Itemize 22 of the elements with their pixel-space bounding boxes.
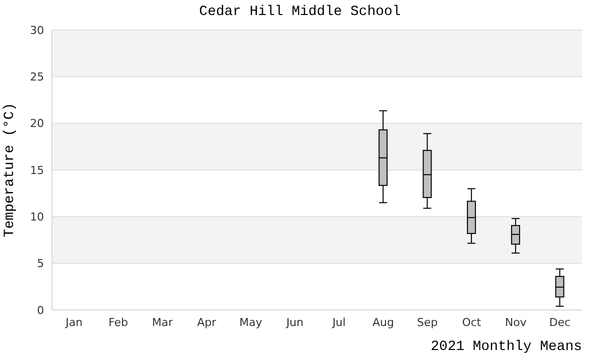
y-tick-label: 15 xyxy=(30,164,44,177)
x-tick-label: May xyxy=(239,316,263,329)
y-axis-title: Temperature (°C) xyxy=(2,102,18,238)
y-tick-label: 0 xyxy=(37,304,44,317)
x-tick-label: Dec xyxy=(549,316,571,329)
x-tick-label: Apr xyxy=(197,316,217,329)
y-tick-label: 30 xyxy=(30,24,44,37)
x-tick-label: Jun xyxy=(285,316,304,329)
x-tick-label: Aug xyxy=(372,316,394,329)
x-tick-label: Oct xyxy=(462,316,482,329)
x-tick-label: Feb xyxy=(108,316,128,329)
x-tick-label: Nov xyxy=(505,316,527,329)
y-tick-label: 5 xyxy=(37,257,44,270)
chart-title: Cedar Hill Middle School xyxy=(198,4,402,20)
x-tick-label: Jan xyxy=(64,316,83,329)
x-tick-label: Mar xyxy=(152,316,174,329)
x-axis-title: 2021 Monthly Means xyxy=(430,339,582,355)
x-tick-label: Sep xyxy=(417,316,438,329)
y-tick-label: 10 xyxy=(30,210,44,224)
y-tick-label: 20 xyxy=(30,117,44,130)
x-tick-label: Jul xyxy=(331,316,346,329)
y-tick-label: 25 xyxy=(30,70,44,84)
